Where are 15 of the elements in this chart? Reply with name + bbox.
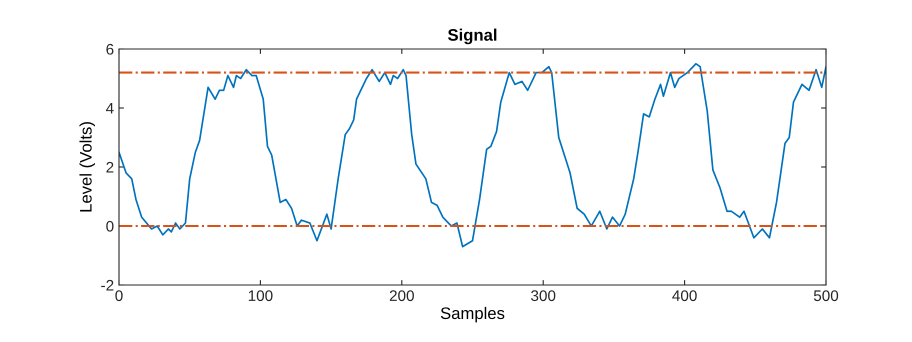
x-tick-label: 400 bbox=[672, 290, 697, 302]
x-tick-label: 500 bbox=[814, 290, 838, 302]
x-tick-label: 0 bbox=[115, 290, 123, 302]
x-tick-label: 200 bbox=[390, 290, 414, 302]
line-series bbox=[119, 62, 826, 248]
x-tick-label: 300 bbox=[531, 290, 556, 302]
x-tick-label: 100 bbox=[248, 290, 273, 302]
y-axis-title: Level (Volts) bbox=[79, 122, 95, 212]
y-tick-label: -2 bbox=[101, 280, 114, 291]
chart-title: Signal bbox=[448, 28, 496, 44]
y-tick-label: 2 bbox=[106, 162, 114, 173]
y-tick-label: 0 bbox=[106, 220, 114, 232]
y-tick-label: 6 bbox=[106, 44, 114, 55]
y-tick-label: 4 bbox=[106, 103, 114, 114]
x-axis-title: Samples bbox=[440, 306, 504, 322]
